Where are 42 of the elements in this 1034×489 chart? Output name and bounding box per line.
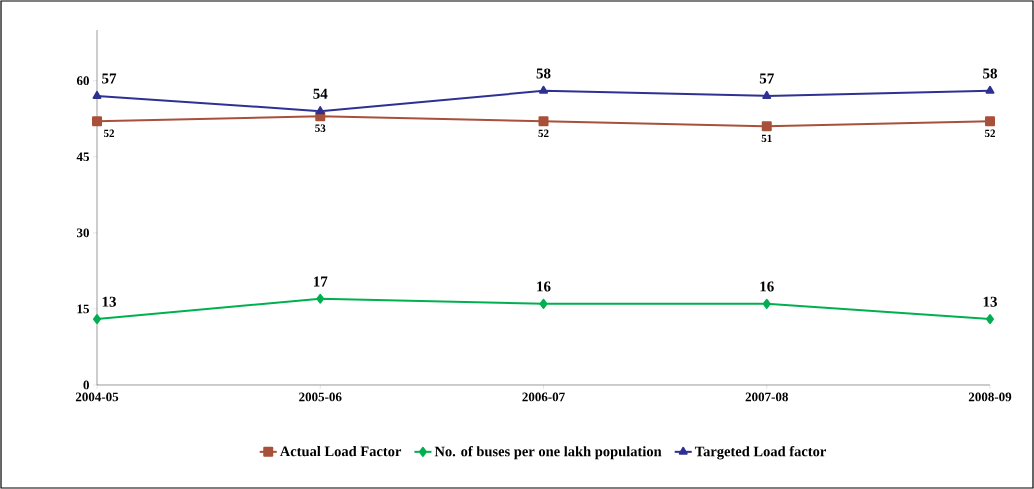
data-label: 52 — [103, 129, 115, 137]
point — [762, 298, 771, 309]
point — [315, 106, 325, 115]
point — [93, 314, 102, 325]
data-label: 51 — [761, 134, 772, 143]
y-tick-label: 45 — [76, 152, 89, 162]
legend-label: Targeted Load factor — [694, 445, 826, 460]
y-tick-label: 30 — [76, 228, 89, 238]
point — [316, 293, 325, 304]
point — [92, 90, 102, 99]
x-tick-label: 2007-08 — [745, 392, 788, 402]
data-label: 17 — [313, 276, 328, 287]
data-label: 54 — [313, 88, 328, 99]
y-tick-label: 15 — [77, 304, 89, 314]
x-tick-label: 2005-06 — [299, 392, 342, 402]
data-label: 13 — [102, 296, 116, 307]
x-tick-label: 2008-09 — [968, 392, 1012, 402]
data-label: 52 — [538, 129, 549, 137]
point — [762, 90, 772, 99]
legend-label: Actual Load Factor — [279, 446, 402, 457]
data-label: 57 — [759, 73, 774, 84]
point — [538, 116, 549, 127]
data-label: 58 — [536, 68, 551, 79]
point — [539, 85, 548, 94]
point — [986, 314, 994, 325]
point — [539, 298, 548, 309]
point — [761, 121, 772, 132]
y-tick-label: 0 — [83, 380, 89, 390]
data-label: 57 — [102, 73, 117, 84]
point — [92, 116, 103, 127]
legend-label: No. of buses per one lakh population — [434, 445, 662, 460]
data-label: 52 — [984, 129, 996, 137]
point — [985, 116, 995, 127]
x-tick-label: 2004-05 — [75, 392, 119, 402]
data-label: 58 — [983, 68, 997, 79]
x-tick-label: 2006-07 — [522, 392, 565, 402]
data-label: 13 — [983, 296, 997, 307]
point — [985, 85, 995, 94]
y-tick-label: 60 — [76, 76, 89, 86]
data-label: 16 — [760, 281, 774, 292]
data-label: 16 — [537, 281, 551, 292]
data-label: 53 — [315, 124, 326, 132]
